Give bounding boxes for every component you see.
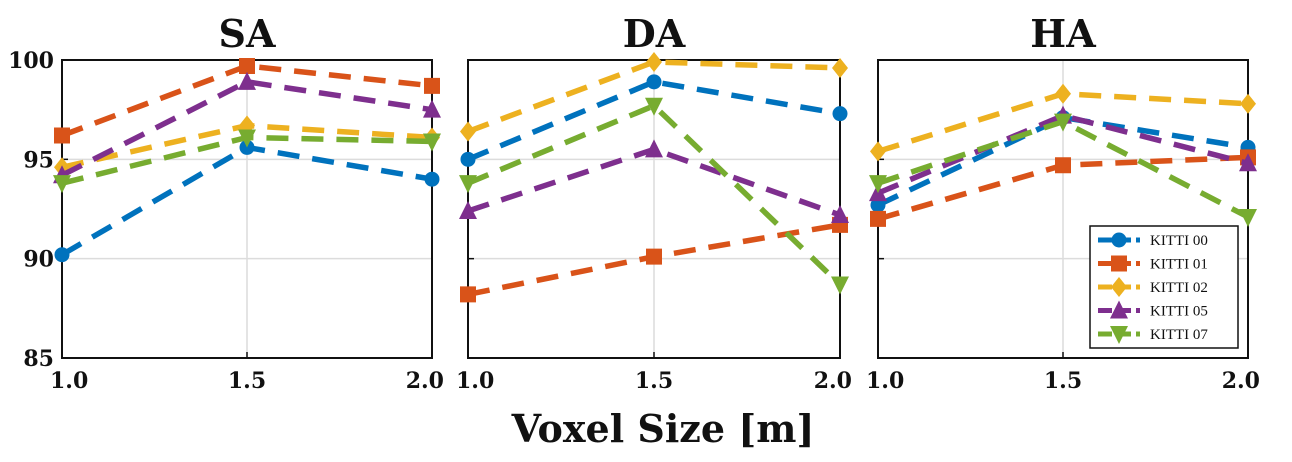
series-line: [60, 79, 433, 178]
legend-marker: [1111, 232, 1127, 248]
data-point: [646, 248, 662, 265]
data-point: [832, 57, 848, 78]
data-point: [424, 171, 440, 187]
x-tick-label: 1.0: [50, 368, 88, 394]
data-point: [1239, 153, 1257, 172]
data-point: [423, 133, 441, 152]
series-kitti-07: [869, 113, 1257, 227]
data-point: [423, 99, 441, 118]
data-point: [459, 200, 477, 219]
data-point: [1055, 157, 1071, 174]
series-line: [61, 63, 433, 139]
data-point: [1055, 83, 1071, 104]
y-tick-label: 85: [23, 346, 54, 372]
legend-label: KITTI 01: [1150, 257, 1208, 273]
legend-label: KITTI 00: [1150, 233, 1208, 249]
data-point: [869, 175, 887, 194]
series-kitti-02: [870, 83, 1256, 162]
chart-title: DA: [623, 11, 686, 56]
data-point: [870, 197, 886, 213]
x-tick-label: 1.5: [1044, 368, 1082, 394]
data-point: [645, 139, 663, 158]
series-kitti-00: [460, 74, 848, 167]
chart-panel-sa: SA 1.0 1.5 2.0 85 90 95 100: [8, 11, 444, 394]
chart-panel-da: DA 1.0 1.5 2.0: [456, 11, 852, 394]
legend-marker: [1111, 277, 1127, 297]
y-tick-label: 90: [23, 247, 54, 273]
series-line: [876, 112, 1249, 196]
x-tick-label: 1.5: [635, 368, 673, 394]
data-point: [1239, 208, 1257, 227]
data-point: [54, 127, 70, 144]
data-point: [54, 247, 70, 263]
series-line: [466, 79, 841, 162]
data-point: [1054, 113, 1072, 132]
x-tick-label: 2.0: [406, 368, 444, 394]
x-tick-label: 1.5: [228, 368, 266, 394]
data-point: [646, 51, 662, 72]
series-kitti-05: [459, 139, 849, 223]
series-kitti-01: [54, 57, 440, 144]
data-point: [238, 71, 256, 90]
y-tick-label: 100: [8, 48, 54, 74]
series-kitti-02: [460, 51, 848, 142]
x-tick-label: 2.0: [1222, 368, 1260, 394]
series-line: [467, 59, 841, 135]
data-point: [460, 286, 476, 303]
legend-marker: [1111, 255, 1127, 272]
data-point: [53, 175, 71, 194]
chart-title: SA: [219, 11, 276, 56]
data-point: [870, 141, 886, 162]
legend-marker: [1110, 326, 1128, 344]
series-kitti-01: [870, 149, 1256, 227]
data-point: [460, 121, 476, 142]
x-tick-label: 2.0: [814, 368, 852, 394]
series-kitti-07: [53, 129, 441, 194]
series-kitti-07: [459, 97, 849, 295]
data-point: [459, 175, 477, 194]
data-point: [460, 151, 476, 167]
legend-label: KITTI 05: [1150, 304, 1208, 320]
data-point: [424, 77, 440, 94]
legend-label: KITTI 02: [1150, 280, 1208, 296]
data-point: [831, 276, 849, 295]
y-tick-label: 95: [23, 147, 54, 173]
panels: SA 1.0 1.5 2.0 85 90 95 100 DA 1.0 1.5 2.0 HA 1.0 1.5 2…: [8, 11, 1260, 394]
data-point: [1240, 93, 1256, 114]
legend-marker: [1110, 300, 1128, 319]
x-tick-label: 1.0: [866, 368, 904, 394]
x-axis-label: Voxel Size [m]: [511, 406, 815, 451]
data-point: [645, 97, 663, 116]
legend-label: KITTI 07: [1150, 327, 1208, 343]
data-point: [832, 106, 848, 122]
series-line: [876, 114, 1249, 208]
data-point: [238, 129, 256, 148]
x-tick-label: 1.0: [456, 368, 494, 394]
data-point: [646, 74, 662, 90]
data-point: [870, 210, 886, 227]
data-point: [831, 204, 849, 223]
chart-title: HA: [1030, 11, 1096, 56]
data-point: [239, 57, 255, 74]
legend: KITTI 00 KITTI 01 KITTI 02 KITTI 05 KITTI 07: [1089, 225, 1239, 349]
